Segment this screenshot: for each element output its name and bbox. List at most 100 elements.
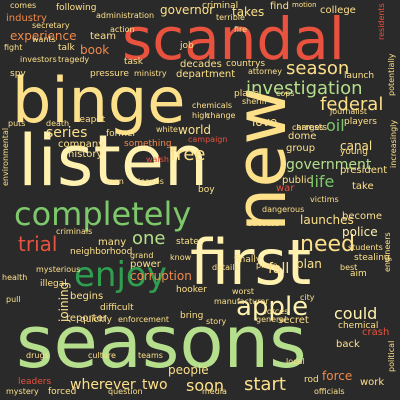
word-secret: secret bbox=[278, 315, 309, 326]
word-potentially: potentially bbox=[387, 53, 396, 96]
word-chemicals: chemicals bbox=[192, 101, 233, 110]
word-former: former bbox=[106, 129, 137, 139]
word-environmental: environmental bbox=[1, 127, 10, 186]
word-residents: residents bbox=[377, 3, 386, 40]
word-war: war bbox=[276, 183, 295, 194]
word-free: free bbox=[170, 144, 206, 165]
word-binge: binge bbox=[12, 64, 186, 137]
word-details: details bbox=[212, 263, 239, 272]
word-people: people bbox=[168, 363, 209, 377]
word-decades: decades bbox=[180, 59, 222, 70]
word-two: two bbox=[142, 377, 168, 393]
word-hooker: hooker bbox=[176, 285, 207, 295]
word-completely: completely bbox=[14, 195, 192, 233]
word-culture: culture bbox=[88, 351, 116, 360]
word-season: season bbox=[286, 58, 350, 79]
word-finally: finally bbox=[234, 255, 262, 265]
word-story: story bbox=[206, 317, 227, 326]
word-puts: puts bbox=[8, 119, 26, 128]
word-success: success bbox=[248, 219, 280, 228]
word-one: one bbox=[132, 228, 166, 249]
word-seasons: seasons bbox=[16, 300, 307, 384]
word-chemical: chemical bbox=[338, 321, 379, 331]
word-mystery: mystery bbox=[6, 387, 39, 396]
word-history: history bbox=[68, 149, 103, 160]
word-dome: dome bbox=[288, 131, 317, 142]
word-enjoy: enjoy bbox=[74, 255, 167, 295]
word-corruption: corruption bbox=[130, 269, 192, 283]
word-worst: worst bbox=[232, 287, 255, 296]
word-following: following bbox=[56, 3, 97, 13]
word-leaders: leaders bbox=[18, 377, 52, 387]
word-wants: wants bbox=[32, 35, 56, 44]
word-listen: listen bbox=[18, 120, 209, 202]
word-know: know bbox=[170, 253, 192, 262]
word-work: work bbox=[360, 377, 385, 388]
word-action: action bbox=[110, 25, 135, 34]
word-back: back bbox=[336, 339, 360, 350]
word-federal: federal bbox=[320, 94, 384, 115]
word-terrible: terrible bbox=[216, 13, 245, 22]
word-sheriff: sheriff bbox=[242, 97, 268, 106]
word-power: power bbox=[130, 259, 161, 270]
word-boy: boy bbox=[198, 185, 215, 195]
word-something: something bbox=[124, 139, 172, 149]
word-police: police bbox=[342, 225, 378, 239]
word-launches: launches bbox=[300, 213, 354, 227]
word-cops: cops bbox=[276, 89, 295, 98]
word-governor: governor bbox=[160, 3, 215, 17]
word-dangerous: dangerous bbox=[262, 205, 305, 214]
word-apple: apple bbox=[236, 292, 309, 322]
word-industry: industry bbox=[6, 13, 47, 24]
word-forces: forces bbox=[264, 307, 289, 316]
word-trial: trial bbox=[18, 232, 58, 256]
word-campaign: campaign bbox=[188, 135, 228, 144]
word-mysterious: mysterious bbox=[36, 265, 81, 274]
word-force: force bbox=[322, 369, 353, 383]
word-series: series bbox=[46, 125, 88, 141]
word-charges: charges bbox=[292, 123, 324, 132]
word-start: start bbox=[244, 374, 286, 395]
word-team: team bbox=[90, 31, 116, 42]
word-players: players bbox=[344, 117, 377, 127]
word-administration: administration bbox=[96, 11, 155, 20]
word-fight: fight bbox=[4, 43, 23, 52]
word-change: change bbox=[206, 111, 236, 120]
word-plan: plan bbox=[296, 257, 322, 271]
word-comes: comes bbox=[10, 1, 37, 10]
word-love: love bbox=[252, 115, 278, 129]
word-take: take bbox=[352, 181, 374, 192]
word-become: become bbox=[342, 211, 383, 222]
word-investigation: investigation bbox=[246, 78, 363, 99]
word-death: death bbox=[46, 119, 70, 128]
word-leaves: leaves bbox=[138, 177, 164, 186]
word-aim: aim bbox=[350, 269, 367, 279]
word-high: high bbox=[192, 111, 210, 120]
word-best: best bbox=[340, 263, 358, 272]
word-find: find bbox=[270, 1, 289, 12]
word-quickly: quickly bbox=[80, 315, 112, 325]
word-criminal: criminal bbox=[202, 1, 239, 11]
word-state: state bbox=[176, 237, 199, 247]
word-local: local bbox=[286, 357, 305, 366]
word-plane: plane bbox=[234, 89, 259, 99]
word-attorney: attorney bbox=[248, 67, 282, 76]
word-fall: fall bbox=[268, 261, 290, 277]
word-city: city bbox=[300, 293, 315, 302]
word-wherever: wherever bbox=[70, 377, 136, 393]
word-arrests: arrests bbox=[296, 123, 328, 133]
word-neighborhood: neighborhood bbox=[70, 247, 133, 257]
word-forced: forced bbox=[48, 387, 77, 397]
word-oil: oil bbox=[326, 116, 345, 135]
word-reporter: reporter bbox=[66, 313, 107, 324]
word-officials: officials bbox=[314, 387, 345, 396]
word-company: company bbox=[58, 139, 105, 150]
word-need: need bbox=[300, 232, 355, 257]
word-stealing: stealing bbox=[354, 253, 390, 263]
word-journalist: journalist bbox=[330, 107, 368, 116]
word-first: first bbox=[190, 226, 312, 299]
word-ministry: ministry bbox=[134, 69, 167, 78]
word-place: place bbox=[256, 261, 278, 270]
word-illegal: illegal bbox=[40, 279, 67, 289]
